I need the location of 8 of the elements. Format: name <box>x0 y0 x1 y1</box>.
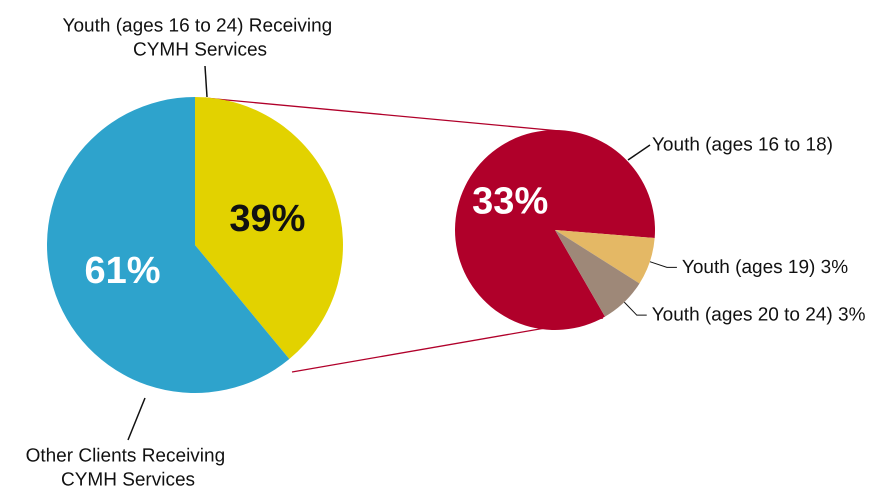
data-label: 39% <box>229 198 306 240</box>
slice-label: Youth (ages 19) 3% <box>682 256 848 278</box>
data-label: 33% <box>472 180 548 223</box>
slice-label: Youth (ages 16 to 18) <box>652 134 833 156</box>
data-label: 61% <box>84 250 161 292</box>
slice-label: Other Clients Receiving CYMH Services <box>26 446 230 490</box>
slice-label: Youth (ages 20 to 24) 3% <box>652 304 866 326</box>
slice-label: Youth (ages 16 to 24) Receiving CYMH Services <box>62 16 338 60</box>
